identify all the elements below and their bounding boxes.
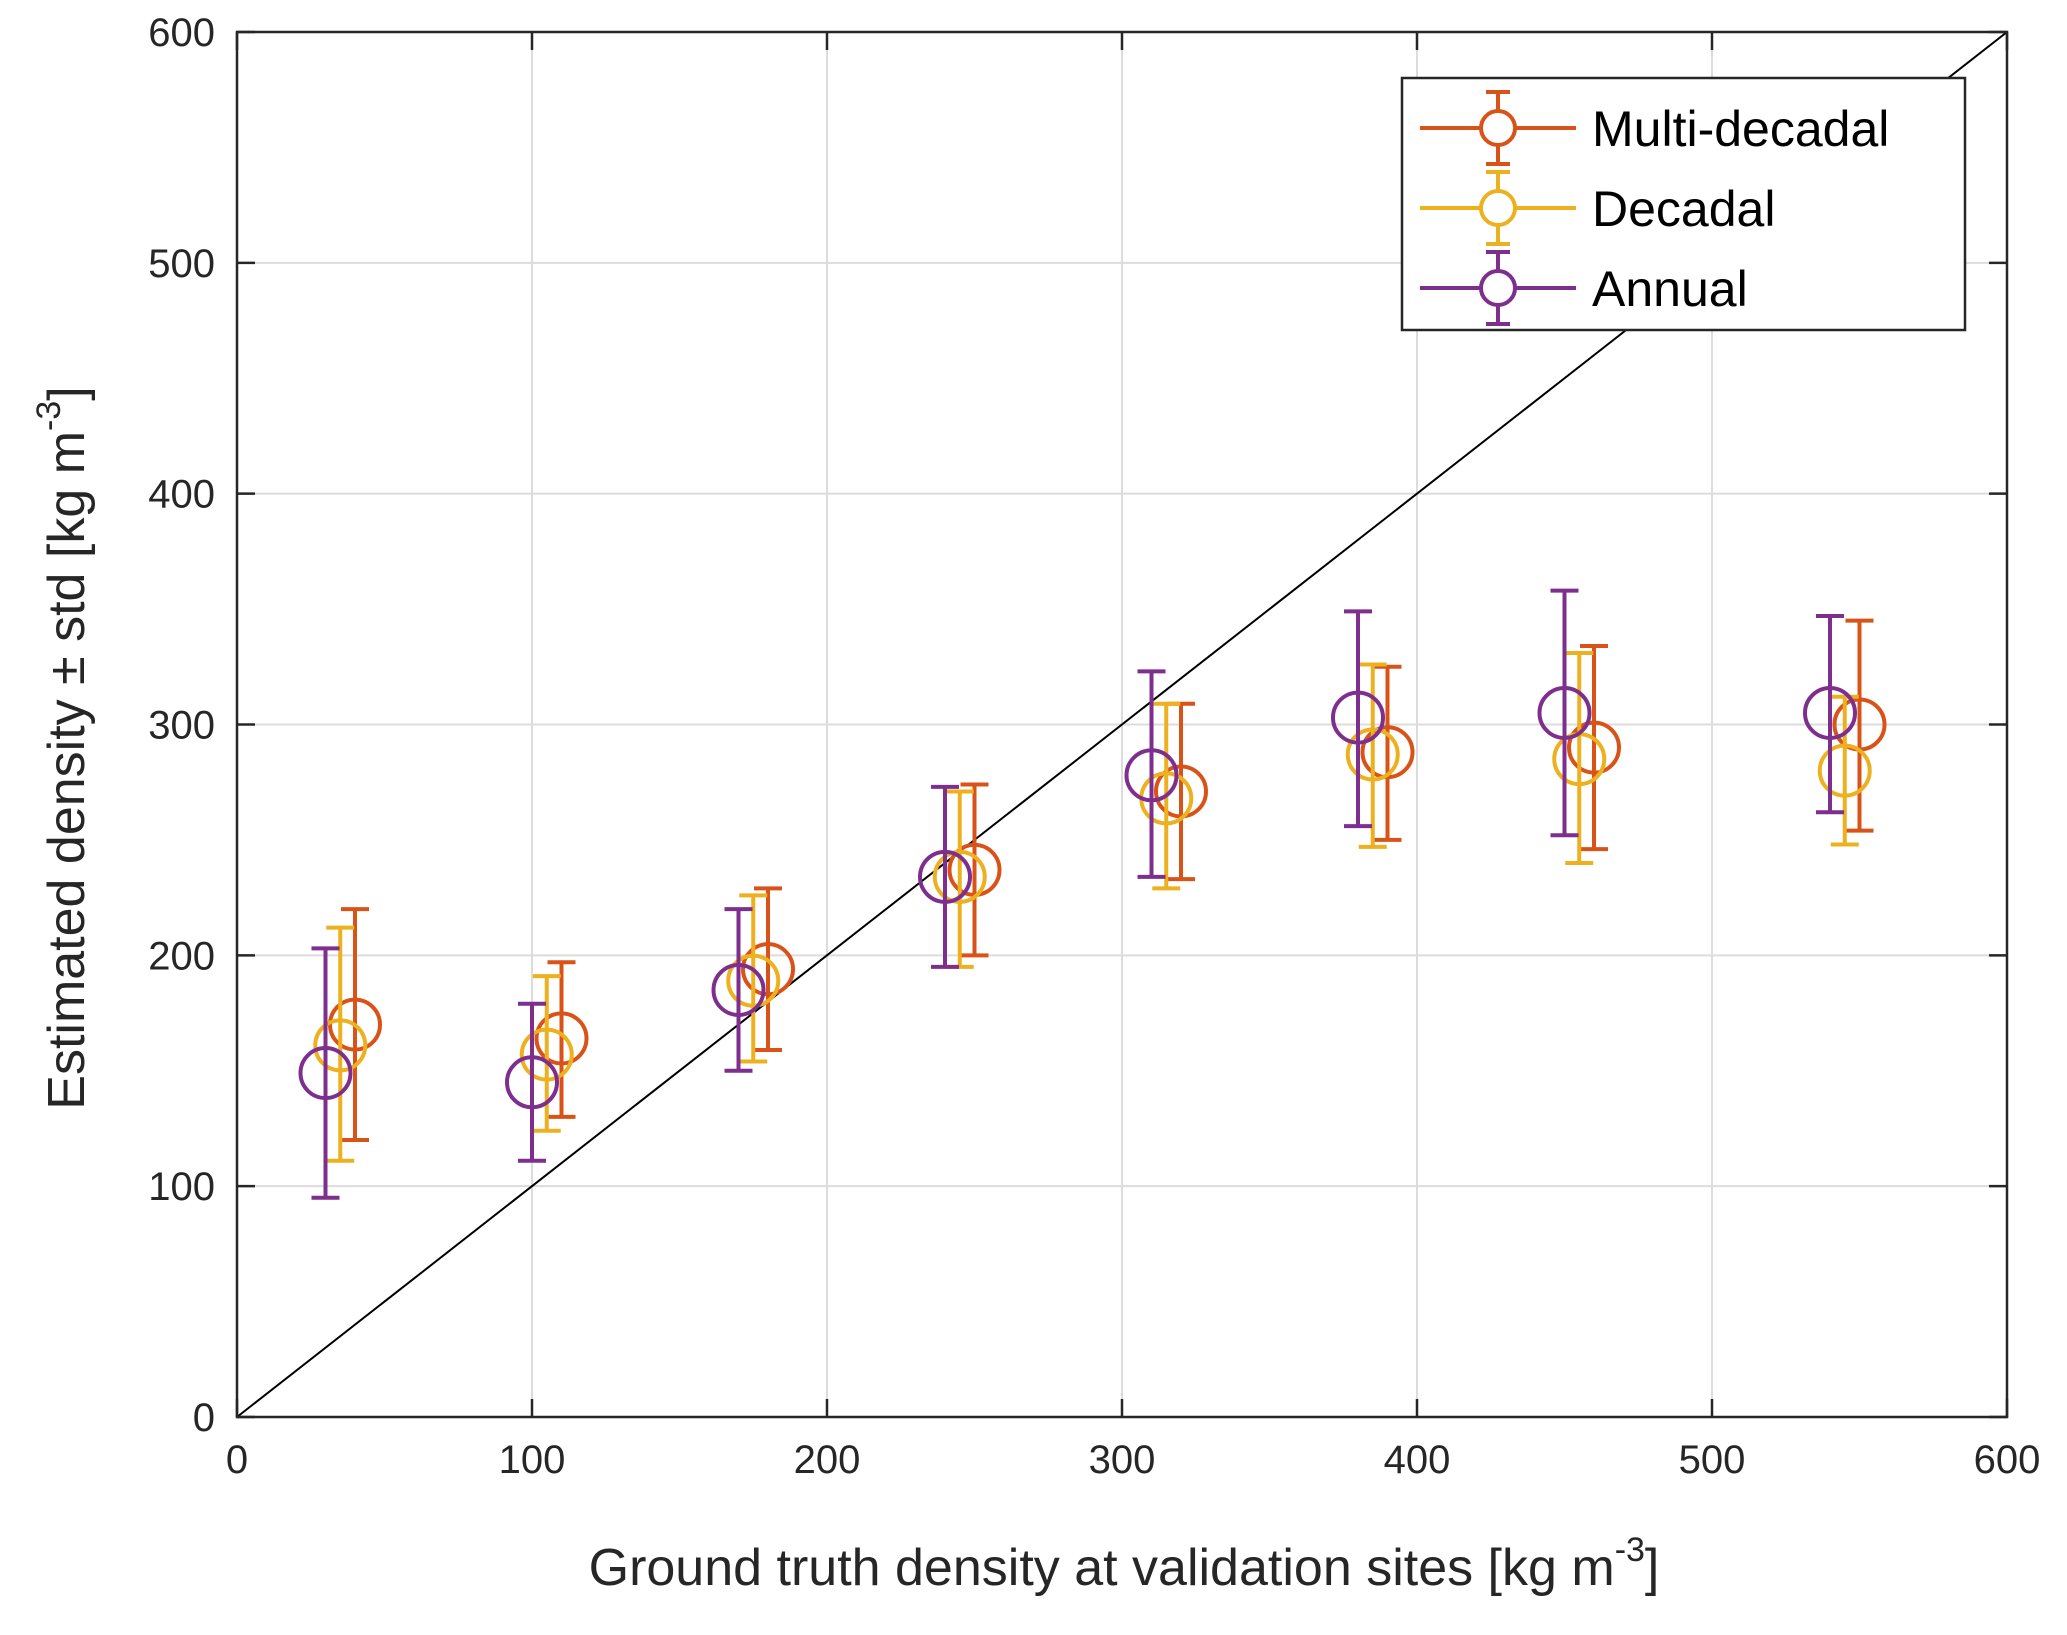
- x-axis-label-end: ]: [1645, 1539, 1659, 1597]
- data-point-annual: [505, 1055, 559, 1110]
- legend-marker-annual: [1479, 269, 1517, 307]
- y-tick-label: 200: [148, 934, 215, 978]
- data-point-multi-decadal: [534, 1011, 589, 1066]
- data-point-decadal: [726, 953, 781, 1008]
- x-tick-label: 300: [1089, 1438, 1156, 1482]
- x-tick-label: 100: [499, 1438, 566, 1482]
- x-axis-label: Ground truth density at validation sites…: [589, 1531, 1660, 1597]
- data-point-annual: [1803, 685, 1857, 740]
- legend-label-multi-decadal: Multi-decadal: [1592, 101, 1889, 157]
- series-annual: [298, 588, 1857, 1200]
- legend-label-decadal: Decadal: [1592, 181, 1775, 237]
- data-point-decadal: [1817, 743, 1872, 798]
- data-point-annual: [1331, 690, 1385, 745]
- data-point-decadal: [519, 1027, 574, 1082]
- y-tick-label: 500: [148, 242, 215, 286]
- legend: Multi-decadal Decadal Annual: [1400, 76, 1967, 332]
- x-axis-label-main: Ground truth density at validation sites…: [589, 1539, 1615, 1597]
- y-tick-label: 600: [148, 11, 215, 55]
- x-tick-label: 400: [1384, 1438, 1451, 1482]
- series-decadal: [313, 650, 1872, 1163]
- data-point-multi-decadal: [1567, 720, 1621, 775]
- data-point-annual: [1537, 685, 1592, 740]
- legend-label-annual: Annual: [1592, 261, 1748, 317]
- x-tick-label: 200: [794, 1438, 861, 1482]
- series-multi-decadal: [328, 618, 1887, 1142]
- y-axis-label: Estimated density ± std [kg m-3]: [30, 386, 96, 1109]
- y-tick-label: 0: [193, 1396, 215, 1440]
- data-point-multi-decadal: [1360, 725, 1415, 780]
- legend-marker-multi-decadal: [1479, 109, 1517, 147]
- y-axis-label-main: Estimated density ± std [kg m: [38, 431, 96, 1110]
- data-point-decadal: [932, 849, 987, 904]
- x-tick-label: 500: [1679, 1438, 1746, 1482]
- y-axis-label-end: ]: [38, 386, 96, 400]
- x-axis-label-superscript: -3: [1615, 1531, 1645, 1569]
- y-axis-label-superscript: -3: [30, 401, 68, 431]
- legend-marker-decadal: [1479, 189, 1517, 227]
- data-point-multi-decadal: [741, 942, 795, 997]
- x-tick-label: 0: [226, 1438, 248, 1482]
- y-tick-label: 100: [148, 1165, 215, 1209]
- y-tick-label: 400: [148, 473, 215, 517]
- data-point-annual: [918, 849, 972, 904]
- data-point-decadal: [1345, 727, 1400, 782]
- axis-ticks: 0 100 200 300 400 500 600 0 100 200 300 400 500 600: [148, 11, 2040, 1482]
- y-tick-label: 300: [148, 704, 215, 748]
- data-point-annual: [711, 962, 766, 1017]
- data-point-decadal: [313, 1018, 368, 1073]
- data-point-annual: [298, 1046, 353, 1101]
- x-tick-label: 600: [1974, 1438, 2041, 1482]
- data-point-annual: [1124, 748, 1179, 803]
- series-group: [298, 588, 1887, 1200]
